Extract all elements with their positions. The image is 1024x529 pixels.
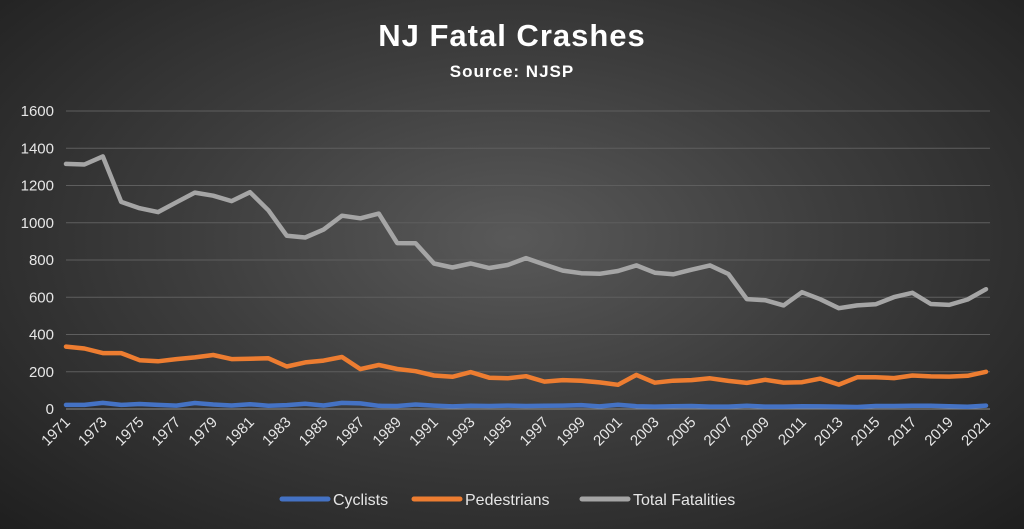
legend: Cyclists Pedestrians Total Fatalities <box>279 492 735 509</box>
x-tick-label: 2017 <box>885 414 921 450</box>
x-tick-label: 1979 <box>185 414 221 450</box>
y-axis-labels: 0 200 400 600 800 1000 1200 1400 1600 <box>21 103 54 418</box>
x-tick-label: 1981 <box>222 414 258 450</box>
x-axis-labels: 1971 1973 1975 1977 1979 1981 1983 1985 1987 1989… <box>38 414 994 450</box>
x-tick-label: 1977 <box>149 414 185 450</box>
y-tick-label: 1600 <box>21 103 54 120</box>
x-tick-label: 1995 <box>480 414 516 450</box>
x-tick-label: 1973 <box>75 414 111 450</box>
y-tick-label: 0 <box>46 401 54 418</box>
y-tick-label: 200 <box>29 364 54 381</box>
x-tick-label: 2011 <box>775 414 810 449</box>
series-line-cyclists <box>63 400 989 410</box>
x-tick-label: 2019 <box>921 414 957 450</box>
gridlines <box>66 110 990 410</box>
x-tick-label: 2001 <box>590 414 626 450</box>
x-tick-label: 2009 <box>737 414 773 450</box>
series-line-total-fatalities <box>63 154 989 311</box>
x-tick-label: 1991 <box>406 414 442 450</box>
y-tick-label: 800 <box>29 252 54 269</box>
x-tick-label: 1999 <box>553 414 589 450</box>
chart-subtitle: Source: NJSP <box>449 62 575 81</box>
legend-label: Pedestrians <box>465 492 550 509</box>
legend-item: Cyclists <box>279 492 388 509</box>
chart-title: NJ Fatal Crashes <box>378 18 646 53</box>
x-tick-label: 2013 <box>811 414 847 450</box>
series-lines <box>63 154 989 410</box>
x-tick-label: 2015 <box>848 414 884 450</box>
x-tick-label: 2003 <box>627 414 663 450</box>
x-tick-label: 2007 <box>701 414 737 450</box>
x-tick-label: 2005 <box>664 414 700 450</box>
legend-item: Pedestrians <box>411 492 550 509</box>
y-tick-label: 1200 <box>21 178 54 195</box>
x-tick-label: 2021 <box>958 414 994 450</box>
x-tick-label: 1989 <box>369 414 405 450</box>
legend-item: Total Fatalities <box>579 492 735 509</box>
series-line-pedestrians <box>63 344 989 388</box>
legend-label: Cyclists <box>333 492 388 509</box>
x-tick-label: 1985 <box>296 414 332 450</box>
x-tick-label: 1975 <box>112 414 148 450</box>
x-tick-label: 1971 <box>38 414 74 450</box>
y-tick-label: 1400 <box>21 140 54 157</box>
x-tick-label: 1987 <box>333 414 369 450</box>
x-tick-label: 1997 <box>517 414 553 450</box>
x-tick-label: 1983 <box>259 414 295 450</box>
legend-label: Total Fatalities <box>633 492 735 509</box>
x-tick-label: 1993 <box>443 414 479 450</box>
y-tick-label: 1000 <box>21 215 54 232</box>
y-tick-label: 400 <box>29 327 54 344</box>
y-tick-label: 600 <box>29 289 54 306</box>
